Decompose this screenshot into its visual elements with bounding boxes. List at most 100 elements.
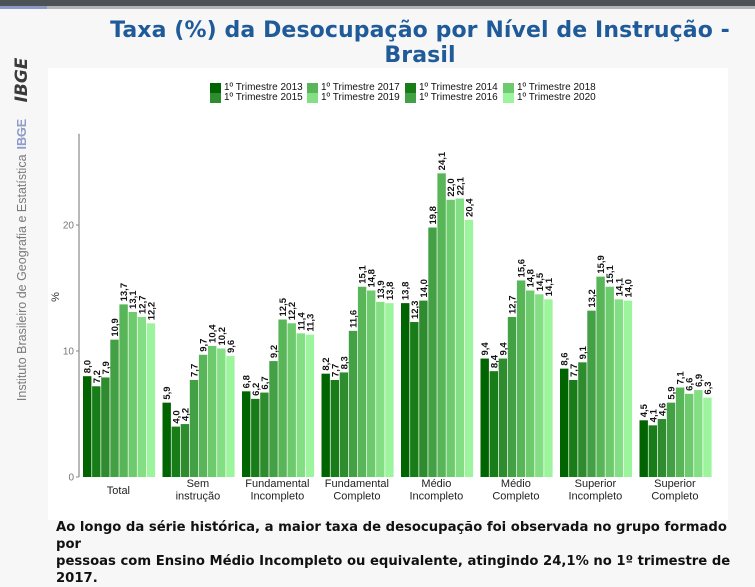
legend-label: 1º Trimestre 2014 (419, 82, 498, 93)
x-tick-label: Médio (421, 478, 451, 490)
x-tick-label: Fundamental (325, 478, 389, 490)
bar (516, 280, 526, 477)
bar-data-label: 7,7 (569, 364, 580, 377)
bar-data-label: 11,3 (305, 314, 316, 332)
bar (535, 294, 544, 477)
legend-swatch (503, 83, 514, 93)
bar (410, 322, 419, 477)
bar-data-label: 22,1 (455, 176, 466, 195)
bar-data-label: 12,2 (146, 302, 157, 321)
bar (560, 368, 569, 477)
bar-data-label: 7,2 (92, 370, 103, 383)
bar (348, 330, 358, 477)
bar-data-label: 14,1 (614, 277, 625, 296)
bar-data-label: 6,6 (685, 378, 696, 391)
y-axis-label: % (50, 292, 62, 302)
bar-data-label: 13,8 (385, 282, 396, 301)
bar (480, 358, 489, 477)
legend-swatch (210, 83, 221, 93)
bar (287, 323, 296, 477)
x-tick-label: Superior (575, 478, 617, 490)
bar (587, 310, 596, 477)
x-tick-label: Incompleto (409, 491, 463, 503)
bar-data-label: 8,2 (321, 357, 332, 370)
y-tick-label: 20 (63, 221, 75, 232)
x-tick-label: Médio (501, 478, 531, 490)
bar-data-label: 11,6 (349, 310, 360, 328)
x-tick-label: Incompleto (568, 491, 622, 503)
bar (428, 227, 437, 477)
bar (242, 391, 251, 477)
bar-data-label: 6,3 (703, 381, 714, 394)
bar-data-label: 6,2 (251, 383, 262, 396)
bar-data-label: 6,9 (694, 374, 705, 387)
bar (119, 304, 128, 477)
bar-data-label: 14,0 (419, 279, 430, 298)
caption-line-2: pessoas com Ensino Médio Incompleto ou e… (56, 554, 731, 586)
bar (110, 339, 119, 477)
bar-data-label: 12,2 (287, 302, 298, 321)
bar-data-label: 4,5 (639, 403, 650, 417)
bar (92, 386, 101, 477)
bar (260, 392, 269, 477)
bar-data-label: 13,7 (119, 283, 130, 302)
bar-data-label: 5,9 (162, 386, 173, 399)
bar-data-label: 11,4 (296, 312, 307, 331)
bar (596, 276, 605, 477)
bar (507, 316, 517, 477)
bar-data-label: 13,8 (401, 282, 412, 301)
x-tick-label: Completo (333, 491, 380, 503)
page-title: Taxa (%) da Desocupação por Nível de Ins… (110, 18, 730, 68)
sidebar: IBGE Instituto Brasileiro de Geografia e… (0, 10, 46, 470)
x-tick-label: Incompleto (250, 491, 304, 503)
caption: Ao longo da série histórica, a maior tax… (56, 519, 755, 587)
bar (208, 345, 217, 477)
bar (489, 371, 498, 477)
bar (526, 290, 535, 477)
x-tick-label: Completo (492, 491, 539, 503)
bar (648, 425, 657, 477)
legend-label: 1º Trimestre 2018 (517, 82, 596, 93)
bar-data-label: 10,4 (208, 324, 219, 343)
bar (217, 348, 226, 477)
bar-data-label: 15,6 (517, 259, 528, 278)
bar-data-label: 15,9 (596, 255, 607, 274)
bar-data-label: 4,2 (180, 408, 191, 421)
legend-label: 1º Trimestre 2020 (517, 92, 596, 103)
bar (321, 373, 330, 477)
bar-data-label: 14,8 (367, 269, 378, 288)
bar-data-label: 14,8 (526, 269, 537, 288)
bar (171, 426, 180, 477)
bar-data-label: 24,1 (437, 151, 448, 170)
slide-progress-indicator (0, 6, 47, 9)
bar-data-label: 15,1 (358, 265, 369, 284)
bar (339, 372, 349, 477)
bar-data-label: 12,7 (508, 295, 519, 314)
legend-label: 1º Trimestre 2019 (321, 92, 400, 103)
bar (101, 377, 110, 477)
bar (128, 311, 137, 477)
y-tick-label: 0 (68, 473, 74, 484)
bar (278, 319, 287, 477)
bar (146, 323, 156, 477)
bar (269, 361, 278, 477)
bar (455, 198, 464, 478)
bar-data-label: 9,4 (498, 342, 509, 356)
bar (305, 334, 315, 477)
bar (578, 362, 587, 477)
bar-data-label: 4,6 (657, 403, 668, 416)
bar-data-label: 8,4 (489, 354, 500, 368)
bar-data-label: 14,5 (535, 272, 546, 291)
bar (569, 379, 578, 477)
legend-label: 1º Trimestre 2017 (321, 82, 400, 93)
bar (685, 393, 694, 477)
bar-data-label: 12,5 (278, 297, 289, 316)
bar-data-label: 8,3 (339, 356, 350, 369)
legend-label: 1º Trimestre 2016 (419, 92, 498, 103)
legend-swatch (503, 93, 514, 103)
legend-swatch (307, 83, 318, 93)
x-tick-label: Fundamental (245, 478, 309, 490)
bar (419, 300, 428, 477)
bar (401, 303, 410, 477)
caption-line-1: Ao longo da série histórica, a maior tax… (56, 520, 727, 552)
